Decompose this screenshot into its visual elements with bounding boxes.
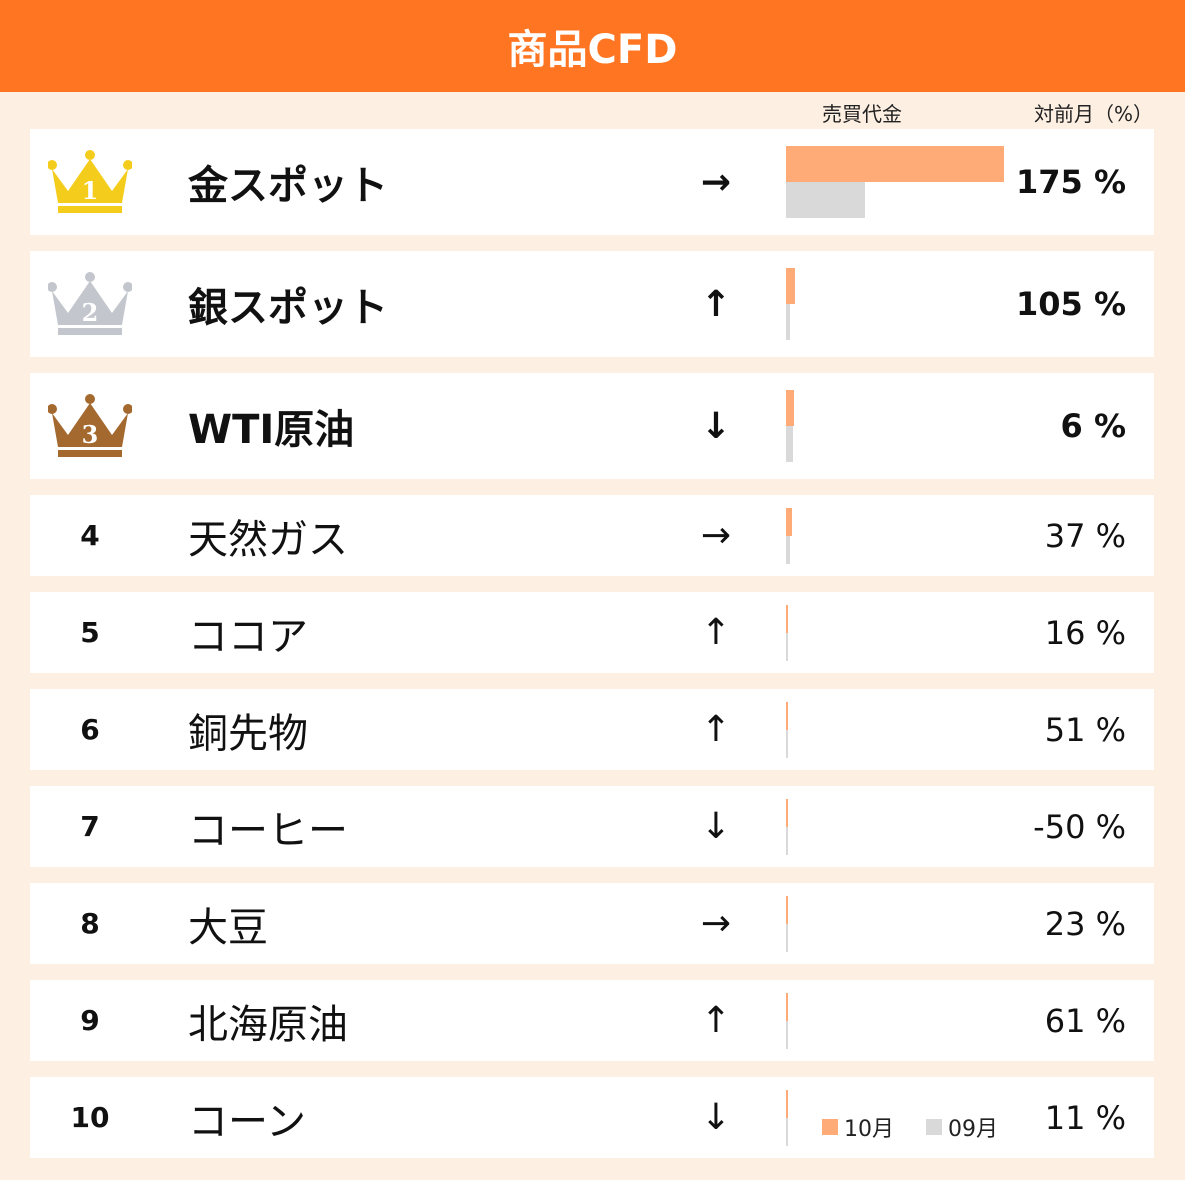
product-name: コーヒー (188, 807, 348, 854)
crown-icon: 3 (30, 373, 150, 479)
crown-icon: 1 (30, 129, 150, 235)
mom-percent: 23 % (1044, 904, 1126, 943)
bar-previous-month (786, 632, 788, 661)
mom-percent: 11 % (1044, 1098, 1126, 1137)
volume-bars (786, 373, 1016, 479)
rank-number: 2 (82, 298, 99, 327)
crown-icon: 3 (48, 394, 132, 457)
list-item: 3 WTI原油 ↓ 6 % (30, 373, 1154, 479)
legend-label: 09月 (948, 1117, 998, 1142)
bar-current-month (786, 992, 788, 1021)
rank-number: 5 (80, 616, 100, 649)
page-title: 商品CFD (0, 0, 1185, 92)
bar-previous-month (786, 1020, 788, 1049)
list-item: 7 コーヒー ↓ -50 % (30, 786, 1154, 867)
product-name: 銀スポット (188, 285, 388, 331)
legend-label: 10月 (844, 1117, 894, 1142)
volume-column-header: 売買代金 (822, 102, 902, 126)
bar-previous-month (786, 1117, 788, 1146)
rank-number: 8 (80, 907, 100, 940)
legend-swatch-current (822, 1119, 838, 1135)
rank-number: 10 (70, 1101, 110, 1134)
bar-current-month (786, 798, 788, 827)
mom-percent: 105 % (1016, 285, 1126, 323)
trend-arrow-icon: ↓ (700, 405, 732, 447)
trend-arrow-icon: → (700, 161, 732, 203)
rank-number: 9 (80, 1004, 100, 1037)
rank-number: 7 (80, 810, 100, 843)
bar-current-month (786, 507, 792, 536)
product-name: WTI原油 (188, 407, 355, 453)
volume-bars (786, 689, 1016, 770)
mom-percent: -50 % (1033, 807, 1126, 846)
crown-icon: 1 (48, 150, 132, 213)
trend-arrow-icon: ↓ (700, 806, 732, 847)
product-name: 大豆 (188, 904, 268, 951)
bar-previous-month (786, 826, 788, 855)
trend-arrow-icon: ↑ (700, 283, 732, 325)
volume-bars (786, 129, 1016, 235)
bar-previous-month (786, 923, 788, 952)
product-name: 北海原油 (188, 1001, 348, 1048)
product-name: 天然ガス (188, 516, 348, 563)
volume-bars (786, 786, 1016, 867)
list-item: 8 大豆 → 23 % (30, 883, 1154, 964)
list-item: 4 天然ガス → 37 % (30, 495, 1154, 576)
list-item: 5 ココア ↑ 16 % (30, 592, 1154, 673)
rank-number: 4 (80, 519, 100, 552)
product-name: 銅先物 (188, 710, 308, 757)
legend-current: 10月 (822, 1111, 894, 1143)
legend-previous: 09月 (926, 1111, 998, 1143)
mom-percent: 6 % (1060, 407, 1126, 445)
rank-number: 6 (80, 713, 100, 746)
list-item: 9 北海原油 ↑ 61 % (30, 980, 1154, 1061)
list-item: 6 銅先物 ↑ 51 % (30, 689, 1154, 770)
trend-arrow-icon: → (700, 903, 732, 944)
bar-previous-month (786, 182, 866, 218)
mom-column-header: 対前月（%） (1034, 102, 1154, 126)
list-item: 10 コーン ↓ 11 % 10月 09月 (30, 1077, 1154, 1158)
volume-bars (786, 980, 1016, 1061)
bar-current-month (786, 268, 795, 304)
product-name: コーン (188, 1098, 306, 1145)
mom-percent: 16 % (1044, 613, 1126, 652)
crown-icon: 2 (30, 251, 150, 357)
volume-bars (786, 495, 1016, 576)
bar-current-month (786, 1089, 788, 1118)
trend-arrow-icon: ↑ (700, 709, 732, 750)
bar-previous-month (786, 729, 788, 758)
bar-current-month (786, 390, 794, 426)
bar-current-month (786, 604, 788, 633)
legend-swatch-previous (926, 1119, 942, 1135)
mom-percent: 61 % (1044, 1001, 1126, 1040)
trend-arrow-icon: ↑ (700, 612, 732, 653)
bar-previous-month (786, 535, 791, 564)
volume-bars (786, 592, 1016, 673)
trend-arrow-icon: ↓ (700, 1097, 732, 1138)
rank-number: 3 (82, 420, 99, 449)
trend-arrow-icon: ↑ (700, 1000, 732, 1041)
bar-previous-month (786, 304, 791, 340)
trend-arrow-icon: → (700, 515, 732, 556)
mom-percent: 175 % (1016, 163, 1126, 201)
bar-current-month (786, 895, 788, 924)
list-item: 1 金スポット → 175 % (30, 129, 1154, 235)
bar-previous-month (786, 426, 794, 462)
crown-icon: 2 (48, 272, 132, 335)
list-item: 2 銀スポット ↑ 105 % (30, 251, 1154, 357)
mom-percent: 37 % (1044, 516, 1126, 555)
volume-bars (786, 1077, 1016, 1158)
bar-current-month (786, 701, 788, 730)
mom-percent: 51 % (1044, 710, 1126, 749)
product-name: ココア (188, 613, 308, 660)
product-name: 金スポット (188, 163, 388, 209)
volume-bars (786, 251, 1016, 357)
bar-current-month (786, 146, 1004, 182)
volume-bars (786, 883, 1016, 964)
rank-number: 1 (82, 176, 99, 205)
